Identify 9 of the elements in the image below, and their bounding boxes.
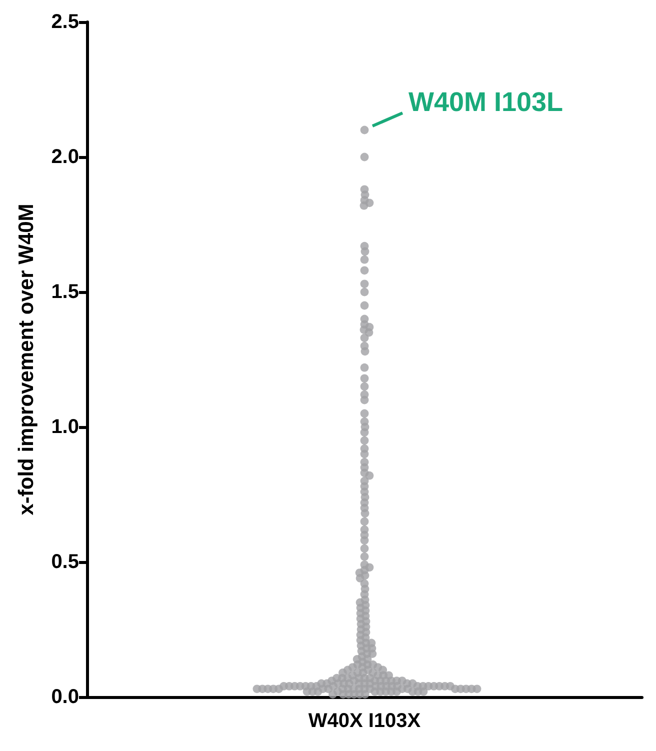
y-tick-label: 1.5 xyxy=(51,281,79,303)
annotation: W40M I103L xyxy=(408,87,564,117)
y-tick-label: 0.5 xyxy=(51,551,79,573)
y-axis-title: x-fold improvement over W40M xyxy=(15,204,38,516)
y-tick-label: 2.0 xyxy=(51,146,79,168)
y-tick-label: 2.5 xyxy=(51,11,79,33)
x-tick-label: W40X I103X xyxy=(308,710,422,732)
y-tick-label: 1.0 xyxy=(51,416,79,438)
y-tick-label: 0.0 xyxy=(51,686,79,708)
